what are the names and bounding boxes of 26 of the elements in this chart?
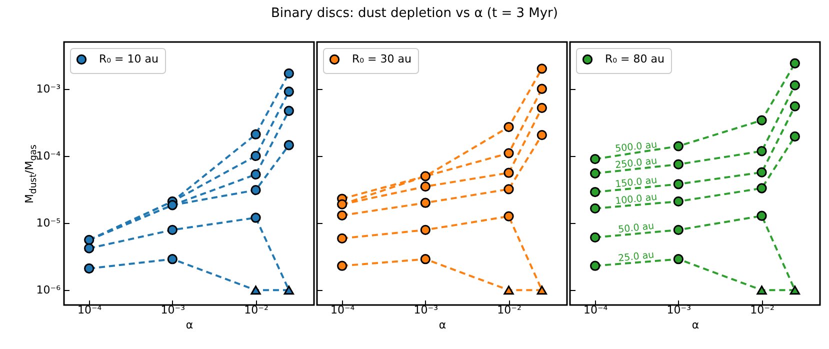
text: 150.0 au	[614, 174, 658, 190]
x-tick-label: 10⁻³	[414, 304, 438, 316]
text: 500.0 au	[614, 139, 658, 155]
y-tick-label: 10⁻⁴	[36, 149, 62, 162]
legend-label: R₀ = 80 au	[605, 52, 664, 66]
text: 250.0 au	[614, 156, 658, 172]
y-tick-label: 10⁻⁵	[36, 216, 60, 230]
chart-title: Binary discs: dust depletion vs α (t = 3 Myr)	[270, 6, 559, 21]
x-tick-label: 10⁻²	[244, 304, 268, 316]
text: 25.0 au	[618, 250, 655, 264]
x-axis-title: α	[692, 318, 700, 332]
y-tick-label: 10⁻³	[36, 82, 60, 96]
x-tick-label: 10⁻³	[160, 304, 186, 316]
legend-label: R₀ = 30 au	[352, 52, 412, 66]
x-axis-title: α	[186, 318, 194, 332]
x-tick-label: 10⁻⁴	[77, 304, 102, 316]
x-tick-label: 10⁻⁴	[583, 304, 608, 316]
legend-label: R₀ = 10 au	[99, 52, 158, 66]
y-tick-label: 10⁻⁶	[36, 284, 62, 297]
x-tick-label: 10⁻²	[497, 304, 522, 316]
x-axis-title: α	[438, 318, 446, 332]
text: 100.0 au	[614, 192, 658, 208]
x-tick-label: 10⁻³	[666, 304, 692, 316]
x-tick-label: 10⁻²	[750, 304, 774, 316]
text: 50.0 au	[618, 220, 655, 236]
x-tick-label: 10⁻⁴	[330, 304, 356, 316]
